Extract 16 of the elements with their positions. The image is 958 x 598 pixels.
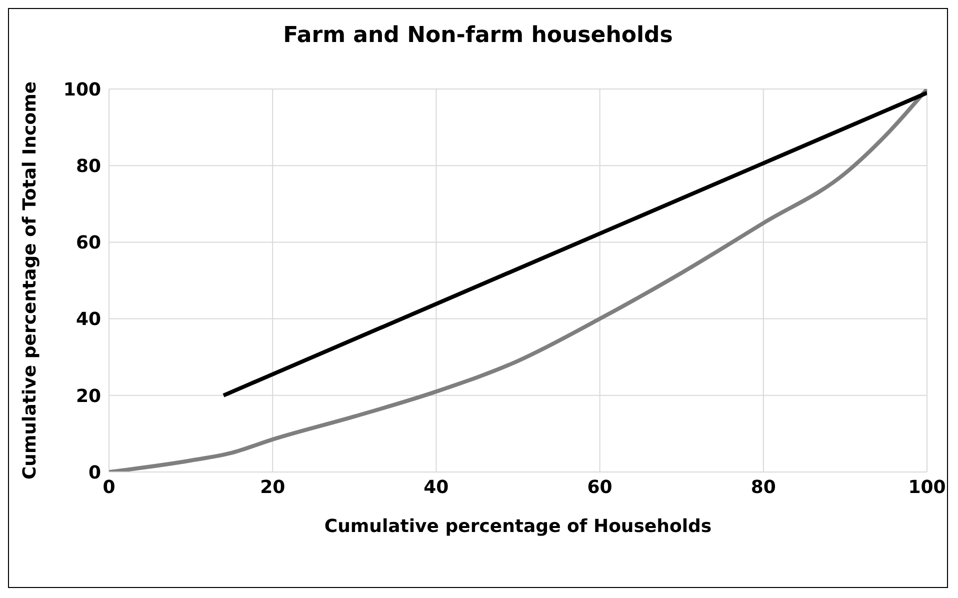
y-tick-label: 20 [76,386,101,407]
x-tick-label: 40 [424,476,449,498]
x-tick-label: 0 [102,476,116,498]
y-tick-label: 60 [76,232,101,254]
x-tick-label: 20 [260,476,286,498]
line-series [109,89,927,472]
x-axis-title: Cumulative percentage of Households [324,516,712,537]
y-tick-label: 40 [76,309,101,330]
y-tick-label: 100 [63,79,101,100]
y-axis-title: Cumulative percentage of Total Income [19,81,40,480]
x-tick-label: 100 [908,476,946,498]
x-tick-label: 80 [750,476,776,498]
chart-title: Farm and Non-farm households [282,23,674,48]
y-tick-label: 0 [88,462,101,484]
y-tick-label: 80 [76,156,101,177]
x-tick-label: 60 [587,476,612,498]
